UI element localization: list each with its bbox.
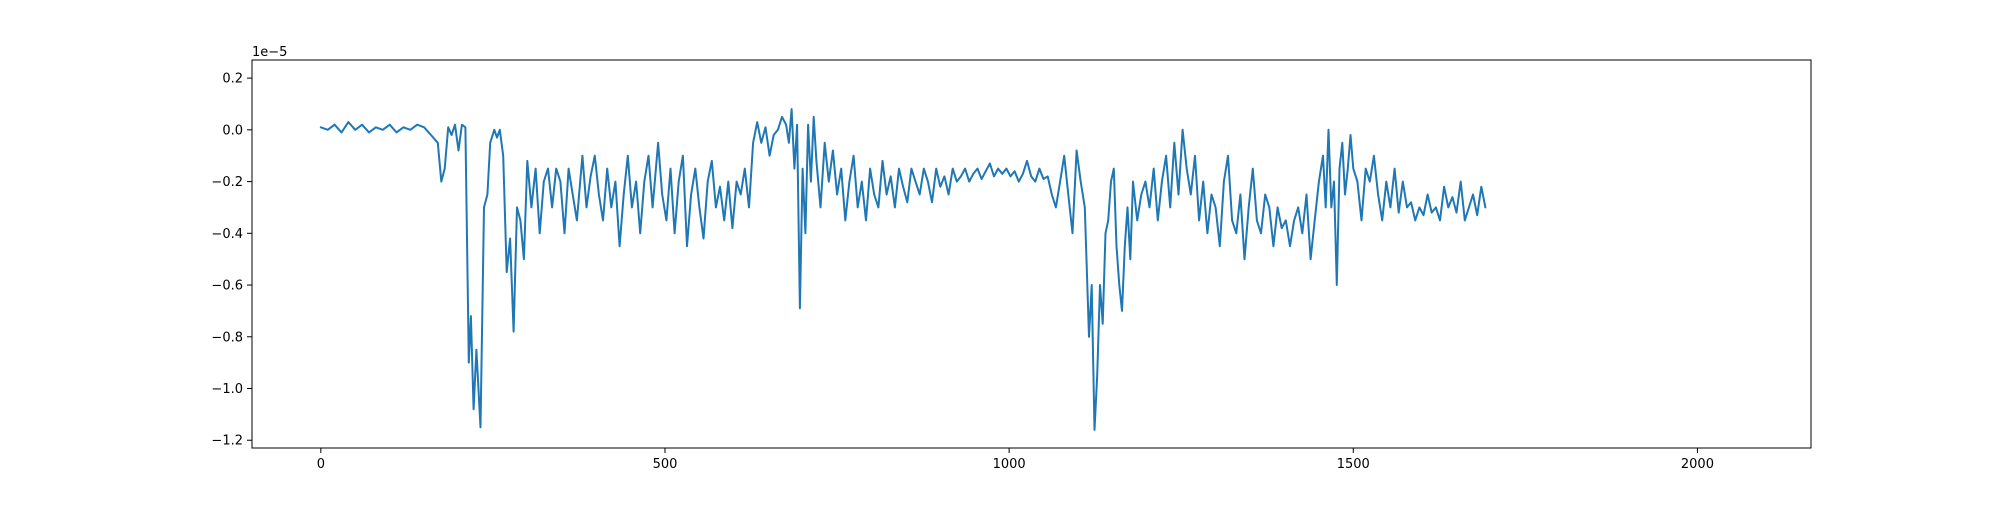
- y-tick-label: −0.8: [211, 330, 243, 345]
- plot-area: [319, 108, 1487, 431]
- y-tick-label: −0.4: [211, 227, 243, 242]
- axes-frame: [251, 59, 1812, 449]
- y-tick-label: −1.0: [211, 382, 243, 397]
- x-tick-label: 2000: [1681, 457, 1714, 472]
- y-axis-offset-label: 1e−5: [252, 45, 287, 60]
- y-tick-label: −1.2: [211, 434, 243, 449]
- series-line-0: [319, 108, 1487, 431]
- y-tick-label: −0.6: [211, 279, 243, 294]
- y-tick-label: −0.2: [211, 175, 243, 190]
- y-tick-label: 0.0: [222, 123, 243, 138]
- x-tick-label: 0: [317, 457, 325, 472]
- x-tick-label: 1500: [1337, 457, 1370, 472]
- y-tick-label: 0.2: [222, 72, 243, 87]
- axes: 0 500 1000 1500 2000 0.2 0.0 −0.2 −0.4 −0.6 −0.8 −1…: [211, 59, 1812, 472]
- x-tick-label: 1000: [993, 457, 1026, 472]
- x-tick-label: 500: [653, 457, 678, 472]
